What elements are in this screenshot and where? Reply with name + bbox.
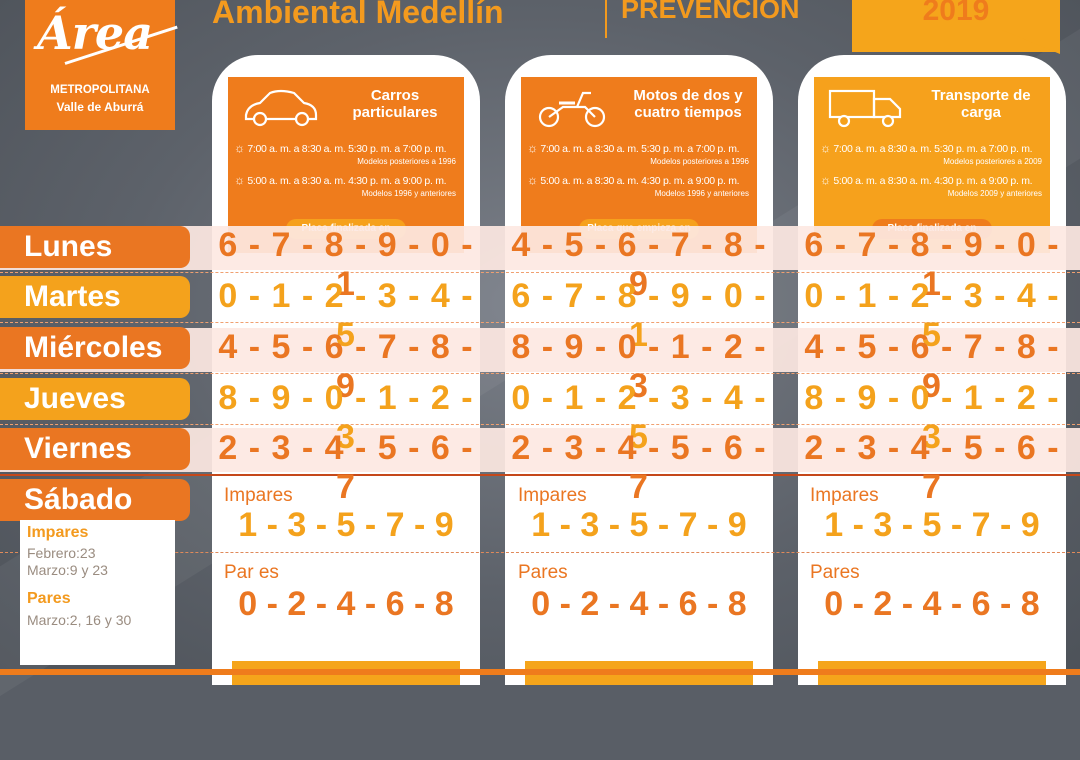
card-header: Transporte de carga ☼ 7:00 a. m. a 8:30 …: [814, 77, 1050, 253]
saturday-odd-digits: 1 - 3 - 5 - 7 - 9: [531, 506, 747, 544]
sun-icon: ☼: [527, 173, 538, 187]
plate-digits: 6 - 7 - 8 - 9 - 0 - 1: [218, 226, 474, 303]
schedule-line-2: ☼ 5:00 a. m. a 8:30 a. m. 4:30 p. m. a 9…: [234, 173, 460, 187]
logo-region: Valle de Aburrá: [56, 100, 144, 114]
saturday-even-label: Pares: [810, 562, 860, 583]
row-band-card: [212, 226, 480, 270]
vehicle-name: Motos de dos y cuatro tiempos: [633, 87, 743, 121]
schedule-text: 7:00 a. m. a 8:30 a. m. 5:30 p. m. a 7:0…: [833, 143, 1033, 155]
schedule-line-1: ☼ 7:00 a. m. a 8:30 a. m. 5:30 p. m. a 7…: [820, 141, 1046, 155]
row-separator: [0, 322, 1080, 323]
day-viernes: Viernes: [0, 428, 190, 470]
row-band-card: [505, 328, 773, 372]
saturday-dates-note: Impares Febrero:23 Marzo:9 y 23 Pares Ma…: [20, 520, 175, 665]
sun-icon: ☼: [234, 141, 245, 155]
schedule-text: 7:00 a. m. a 8:30 a. m. 5:30 p. m. a 7:0…: [247, 143, 447, 155]
saturday-separator: [0, 552, 1080, 553]
schedule-text: 5:00 a. m. a 8:30 a. m. 4:30 p. m. a 9:0…: [247, 175, 447, 187]
year-text: 2019: [922, 0, 990, 27]
plate-digits: 6 - 7 - 8 - 9 - 0 - 1: [511, 277, 767, 354]
schedule-text: 5:00 a. m. a 8:30 a. m. 4:30 p. m. a 9:0…: [833, 175, 1033, 187]
day-martes: Martes: [0, 276, 190, 318]
sun-icon: ☼: [527, 141, 538, 155]
saturday-odd-label: Impares: [518, 485, 587, 506]
schedule-line-1: ☼ 7:00 a. m. a 8:30 a. m. 5:30 p. m. a 7…: [234, 141, 460, 155]
sun-icon: ☼: [234, 173, 245, 187]
schedule-text: 7:00 a. m. a 8:30 a. m. 5:30 p. m. a 7:0…: [540, 143, 740, 155]
vehicle-name: Carros particulares: [352, 87, 438, 121]
schedule-line-2: ☼ 5:00 a. m. a 8:30 a. m. 4:30 p. m. a 9…: [820, 173, 1046, 187]
day-miercoles: Miércoles: [0, 327, 190, 369]
day-jueves: Jueves: [0, 378, 190, 420]
truck-icon: [828, 89, 902, 128]
saturday-even-digits: 0 - 2 - 4 - 6 - 8: [824, 585, 1040, 623]
day-sabado: Sábado: [0, 479, 190, 521]
vehicle-name: Transporte de carga: [931, 87, 1031, 121]
schedule-line-1: ☼ 7:00 a. m. a 8:30 a. m. 5:30 p. m. a 7…: [527, 141, 753, 155]
amva-logo: Área METROPOLITANA Valle de Aburrá: [25, 0, 178, 130]
odd-dates-label: Impares: [27, 524, 89, 541]
plate-digits: 8 - 9 - 0 - 1 - 2 - 3: [804, 379, 1060, 456]
row-separator: [0, 373, 1080, 374]
plate-digits: 2 - 3 - 4 - 5 - 6 - 7: [804, 429, 1060, 506]
row-band-card: [505, 226, 773, 270]
saturday-odd-label: Impares: [810, 485, 879, 506]
plate-digits: 8 - 9 - 0 - 1 - 2 - 3: [218, 379, 474, 456]
plate-digits: 2 - 3 - 4 - 5 - 6 - 7: [218, 429, 474, 506]
even-dates-label: Pares: [27, 590, 71, 607]
row-band-card: [798, 428, 1066, 472]
schedule-text: 5:00 a. m. a 8:30 a. m. 4:30 p. m. a 9:0…: [540, 175, 740, 187]
row-band-card: [798, 226, 1066, 270]
saturday-even-digits: 0 - 2 - 4 - 6 - 8: [238, 585, 454, 623]
plate-digits: 0 - 1 - 2 - 3 - 4 - 5: [804, 277, 1060, 354]
schedule-note: Modelos 1996 y anteriores: [654, 189, 749, 198]
saturday-even-label: Par es: [224, 562, 279, 583]
sun-icon: ☼: [820, 141, 831, 155]
saturday-odd-label: Impares: [224, 485, 293, 506]
plate-digits: 4 - 5 - 6 - 7 - 8 - 9: [511, 226, 767, 303]
weekday-divider: [0, 474, 1080, 476]
saturday-even-label: Pares: [518, 562, 568, 583]
even-dates-line: Marzo:2, 16 y 30: [27, 612, 132, 628]
schedule-note: Modelos posteriores a 1996: [650, 157, 749, 166]
plate-digits: 0 - 1 - 2 - 3 - 4 - 5: [218, 277, 474, 354]
row-band-card: [505, 428, 773, 472]
row-band-card: [212, 328, 480, 372]
plate-digits: 2 - 3 - 4 - 5 - 6 - 7: [511, 429, 767, 506]
row-band-card: [798, 328, 1066, 372]
plate-digits: 6 - 7 - 8 - 9 - 0 - 1: [804, 226, 1060, 303]
schedule-line-2: ☼ 5:00 a. m. a 8:30 a. m. 4:30 p. m. a 9…: [527, 173, 753, 187]
car-icon: [244, 89, 318, 127]
plate-digits: 8 - 9 - 0 - 1 - 2 - 3: [511, 328, 767, 405]
schedule-note: Modelos posteriores a 1996: [357, 157, 456, 166]
odd-dates-line: Febrero:23: [27, 545, 96, 561]
plate-digits: 0 - 1 - 2 - 3 - 4 - 5: [511, 379, 767, 456]
motorcycle-icon: [538, 91, 606, 128]
row-band-card: [212, 428, 480, 472]
title-divider: [605, 0, 607, 38]
sun-icon: ☼: [820, 173, 831, 187]
bottom-bar: [0, 669, 1080, 675]
saturday-odd-digits: 1 - 3 - 5 - 7 - 9: [824, 506, 1040, 544]
plate-digits: 4 - 5 - 6 - 7 - 8 - 9: [804, 328, 1060, 405]
saturday-even-digits: 0 - 2 - 4 - 6 - 8: [531, 585, 747, 623]
card-header: Motos de dos y cuatro tiempos ☼ 7:00 a. …: [521, 77, 757, 253]
day-lunes: Lunes: [0, 226, 190, 268]
schedule-note: Modelos 2009 y anteriores: [947, 189, 1042, 198]
odd-dates-line: Marzo:9 y 23: [27, 562, 108, 578]
schedule-note: Modelos posteriores a 2009: [943, 157, 1042, 166]
prevention-label: PREVENCIÓN: [621, 0, 800, 24]
plate-digits: 4 - 5 - 6 - 7 - 8 - 9: [218, 328, 474, 405]
logo-subtitle: METROPOLITANA: [50, 84, 150, 96]
schedule-note: Modelos 1996 y anteriores: [361, 189, 456, 198]
row-separator: [0, 272, 1080, 273]
saturday-odd-digits: 1 - 3 - 5 - 7 - 9: [238, 506, 454, 544]
row-separator: [0, 424, 1080, 425]
year-badge: 2019: [852, 0, 1060, 54]
page-title: Ambiental Medellín: [212, 0, 504, 30]
